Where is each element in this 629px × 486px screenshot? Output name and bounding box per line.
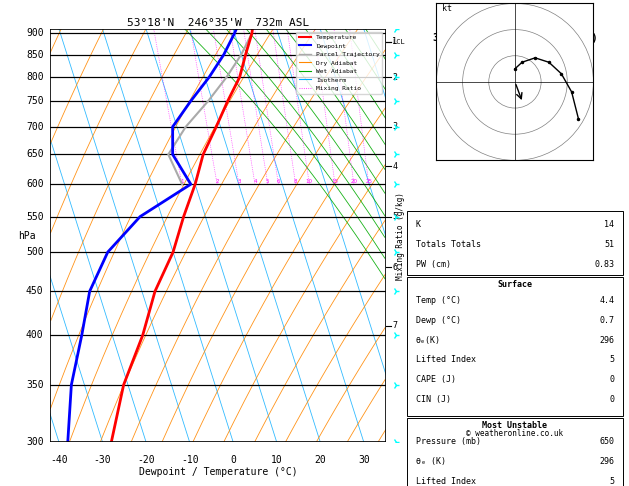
Text: 7: 7: [392, 321, 397, 330]
Text: LCL: LCL: [392, 39, 405, 45]
Bar: [407, 211, 623, 275]
Text: 650: 650: [599, 437, 614, 446]
Text: 350: 350: [26, 380, 43, 390]
Text: K: K: [416, 220, 421, 229]
Text: 750: 750: [26, 96, 43, 106]
Text: 500: 500: [26, 247, 43, 257]
Text: 8: 8: [294, 179, 298, 184]
Text: 2: 2: [392, 72, 397, 82]
Text: PW (cm): PW (cm): [416, 260, 451, 269]
Text: 700: 700: [26, 122, 43, 132]
Text: Mixing Ratio (g/kg): Mixing Ratio (g/kg): [396, 192, 405, 279]
Bar: [407, 417, 623, 486]
Text: 20: 20: [314, 455, 326, 465]
Text: 4.4: 4.4: [599, 296, 614, 305]
Text: 900: 900: [26, 28, 43, 38]
Text: 10: 10: [306, 179, 313, 184]
Text: hPa: hPa: [18, 231, 36, 241]
Text: 0: 0: [609, 395, 614, 404]
Text: Dewpoint / Temperature (°C): Dewpoint / Temperature (°C): [138, 467, 298, 477]
Text: 14: 14: [604, 220, 614, 229]
Text: 5: 5: [266, 179, 269, 184]
Text: © weatheronline.co.uk: © weatheronline.co.uk: [466, 429, 564, 438]
Text: 600: 600: [26, 179, 43, 189]
Text: 3: 3: [392, 122, 397, 131]
Text: 296: 296: [599, 336, 614, 345]
Text: -30: -30: [94, 455, 111, 465]
Text: 1: 1: [180, 179, 184, 184]
Text: 650: 650: [26, 149, 43, 159]
Text: 800: 800: [26, 72, 43, 82]
Text: Temp (°C): Temp (°C): [416, 296, 461, 305]
Text: Dewp (°C): Dewp (°C): [416, 316, 461, 325]
Text: 550: 550: [26, 211, 43, 222]
Text: CAPE (J): CAPE (J): [416, 375, 456, 384]
Text: 0.7: 0.7: [599, 316, 614, 325]
Text: 30: 30: [358, 455, 370, 465]
Text: 0.83: 0.83: [594, 260, 614, 269]
Text: 3: 3: [237, 179, 241, 184]
Text: CIN (J): CIN (J): [416, 395, 451, 404]
Text: 450: 450: [26, 286, 43, 296]
Text: 5: 5: [609, 477, 614, 486]
Text: Surface: Surface: [498, 280, 532, 289]
Text: θₑ (K): θₑ (K): [416, 457, 446, 466]
Text: 300: 300: [26, 437, 43, 447]
Text: -20: -20: [137, 455, 155, 465]
Text: 20: 20: [350, 179, 357, 184]
Text: 6: 6: [277, 179, 280, 184]
Text: 0: 0: [609, 375, 614, 384]
Text: kt: kt: [442, 4, 452, 13]
Text: 850: 850: [26, 50, 43, 60]
Title: 53°18'N  246°35'W  732m ASL: 53°18'N 246°35'W 732m ASL: [127, 18, 309, 28]
Text: 4: 4: [253, 179, 257, 184]
Text: Most Unstable: Most Unstable: [482, 421, 547, 430]
Text: Totals Totals: Totals Totals: [416, 240, 481, 249]
Text: -10: -10: [181, 455, 199, 465]
Text: 2: 2: [215, 179, 219, 184]
Text: 51: 51: [604, 240, 614, 249]
Text: 5: 5: [392, 212, 397, 221]
Text: 1: 1: [392, 37, 397, 46]
Text: 30.04.2024  09GMT (Base: 06): 30.04.2024 09GMT (Base: 06): [433, 34, 597, 43]
Text: 4: 4: [392, 161, 397, 171]
Text: 0: 0: [230, 455, 236, 465]
Bar: [407, 277, 623, 416]
Text: θₑ(K): θₑ(K): [416, 336, 441, 345]
Text: 296: 296: [599, 457, 614, 466]
Legend: Temperature, Dewpoint, Parcel Trajectory, Dry Adiabat, Wet Adiabat, Isotherm, Mi: Temperature, Dewpoint, Parcel Trajectory…: [296, 32, 382, 94]
Text: Lifted Index: Lifted Index: [416, 355, 476, 364]
Text: 25: 25: [365, 179, 372, 184]
Text: 6: 6: [392, 263, 397, 272]
Text: 5: 5: [609, 355, 614, 364]
Text: 15: 15: [331, 179, 338, 184]
Text: Pressure (mb): Pressure (mb): [416, 437, 481, 446]
Text: Lifted Index: Lifted Index: [416, 477, 476, 486]
Text: -40: -40: [50, 455, 68, 465]
Text: 400: 400: [26, 330, 43, 340]
Text: 10: 10: [271, 455, 282, 465]
